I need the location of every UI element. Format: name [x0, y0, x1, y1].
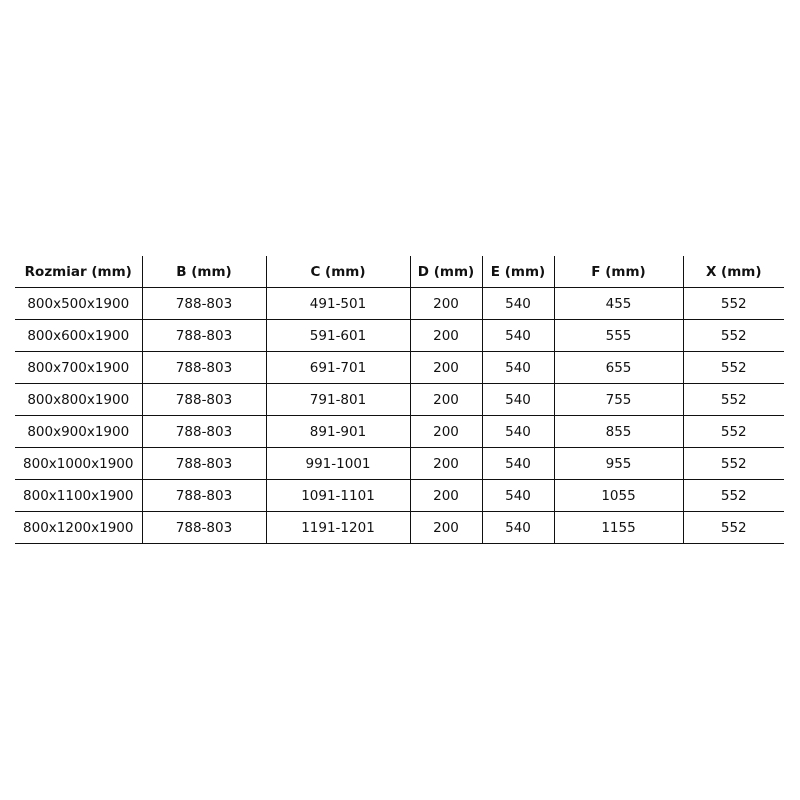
table-row: 800x900x1900 788-803 891-901 200 540 855 552 — [15, 415, 784, 448]
table-cell: 891-901 — [265, 415, 410, 448]
table-row: 800x1100x1900 788-803 1091-1101 200 540 1055 5… — [15, 479, 784, 512]
table-cell: 991-1001 — [265, 447, 410, 480]
table-cell: 691-701 — [265, 351, 410, 384]
table-cell: 755 — [553, 383, 683, 416]
table-cell: 800x500x1900 — [15, 287, 142, 320]
table-cell: 791-801 — [265, 383, 410, 416]
table-cell: 555 — [553, 319, 683, 352]
table-cell: 800x800x1900 — [15, 383, 142, 416]
table-cell: 552 — [682, 511, 784, 544]
table-cell: 540 — [481, 447, 554, 480]
table-cell: 200 — [409, 479, 482, 512]
table-cell: 855 — [553, 415, 683, 448]
table-cell: 788-803 — [141, 383, 266, 416]
table-cell: 552 — [682, 479, 784, 512]
table-cell: 200 — [409, 351, 482, 384]
table-row: 800x800x1900 788-803 791-801 200 540 755 552 — [15, 383, 784, 416]
table-cell: 540 — [481, 351, 554, 384]
table-cell: 788-803 — [141, 479, 266, 512]
table-cell: 788-803 — [141, 511, 266, 544]
dimensions-table: Rozmiar (mm) B (mm) C (mm) D (mm) E (mm) F (m… — [15, 256, 784, 544]
table-cell: 540 — [481, 319, 554, 352]
table-cell: 800x1100x1900 — [15, 479, 142, 512]
column-header: B (mm) — [141, 256, 266, 288]
table-row: 800x600x1900 788-803 591-601 200 540 555 552 — [15, 319, 784, 352]
column-header: Rozmiar (mm) — [15, 256, 142, 288]
table-cell: 800x1200x1900 — [15, 511, 142, 544]
table-cell: 540 — [481, 287, 554, 320]
table-cell: 800x600x1900 — [15, 319, 142, 352]
table-cell: 552 — [682, 383, 784, 416]
table-cell: 540 — [481, 479, 554, 512]
table-cell: 455 — [553, 287, 683, 320]
table-cell: 591-601 — [265, 319, 410, 352]
table-cell: 540 — [481, 383, 554, 416]
column-header: C (mm) — [265, 256, 410, 288]
table-cell: 788-803 — [141, 447, 266, 480]
table-cell: 800x900x1900 — [15, 415, 142, 448]
table-cell: 552 — [682, 319, 784, 352]
table-cell: 200 — [409, 415, 482, 448]
table-cell: 1155 — [553, 511, 683, 544]
table-cell: 540 — [481, 511, 554, 544]
table-cell: 552 — [682, 287, 784, 320]
column-header: D (mm) — [409, 256, 482, 288]
table-cell: 1091-1101 — [265, 479, 410, 512]
table-cell: 800x1000x1900 — [15, 447, 142, 480]
table-cell: 200 — [409, 287, 482, 320]
table-cell: 491-501 — [265, 287, 410, 320]
table-cell: 1055 — [553, 479, 683, 512]
column-header: X (mm) — [682, 256, 784, 288]
table-cell: 1191-1201 — [265, 511, 410, 544]
column-header: F (mm) — [553, 256, 683, 288]
table-row: 800x1000x1900 788-803 991-1001 200 540 955 552 — [15, 447, 784, 480]
table-cell: 655 — [553, 351, 683, 384]
table-cell: 552 — [682, 415, 784, 448]
table-cell: 800x700x1900 — [15, 351, 142, 384]
header-row: Rozmiar (mm) B (mm) C (mm) D (mm) E (mm) F (m… — [15, 256, 784, 288]
table-cell: 200 — [409, 319, 482, 352]
table-row: 800x700x1900 788-803 691-701 200 540 655 552 — [15, 351, 784, 384]
table-cell: 788-803 — [141, 319, 266, 352]
table-cell: 955 — [553, 447, 683, 480]
table-row: 800x1200x1900 788-803 1191-1201 200 540 1155 5… — [15, 511, 784, 544]
table-cell: 788-803 — [141, 351, 266, 384]
table-cell: 788-803 — [141, 287, 266, 320]
table-cell: 552 — [682, 447, 784, 480]
table-cell: 552 — [682, 351, 784, 384]
table-cell: 540 — [481, 415, 554, 448]
table-cell: 200 — [409, 511, 482, 544]
table-cell: 788-803 — [141, 415, 266, 448]
table-cell: 200 — [409, 383, 482, 416]
table-cell: 200 — [409, 447, 482, 480]
table-row: 800x500x1900 788-803 491-501 200 540 455 552 — [15, 287, 784, 320]
column-header: E (mm) — [481, 256, 554, 288]
